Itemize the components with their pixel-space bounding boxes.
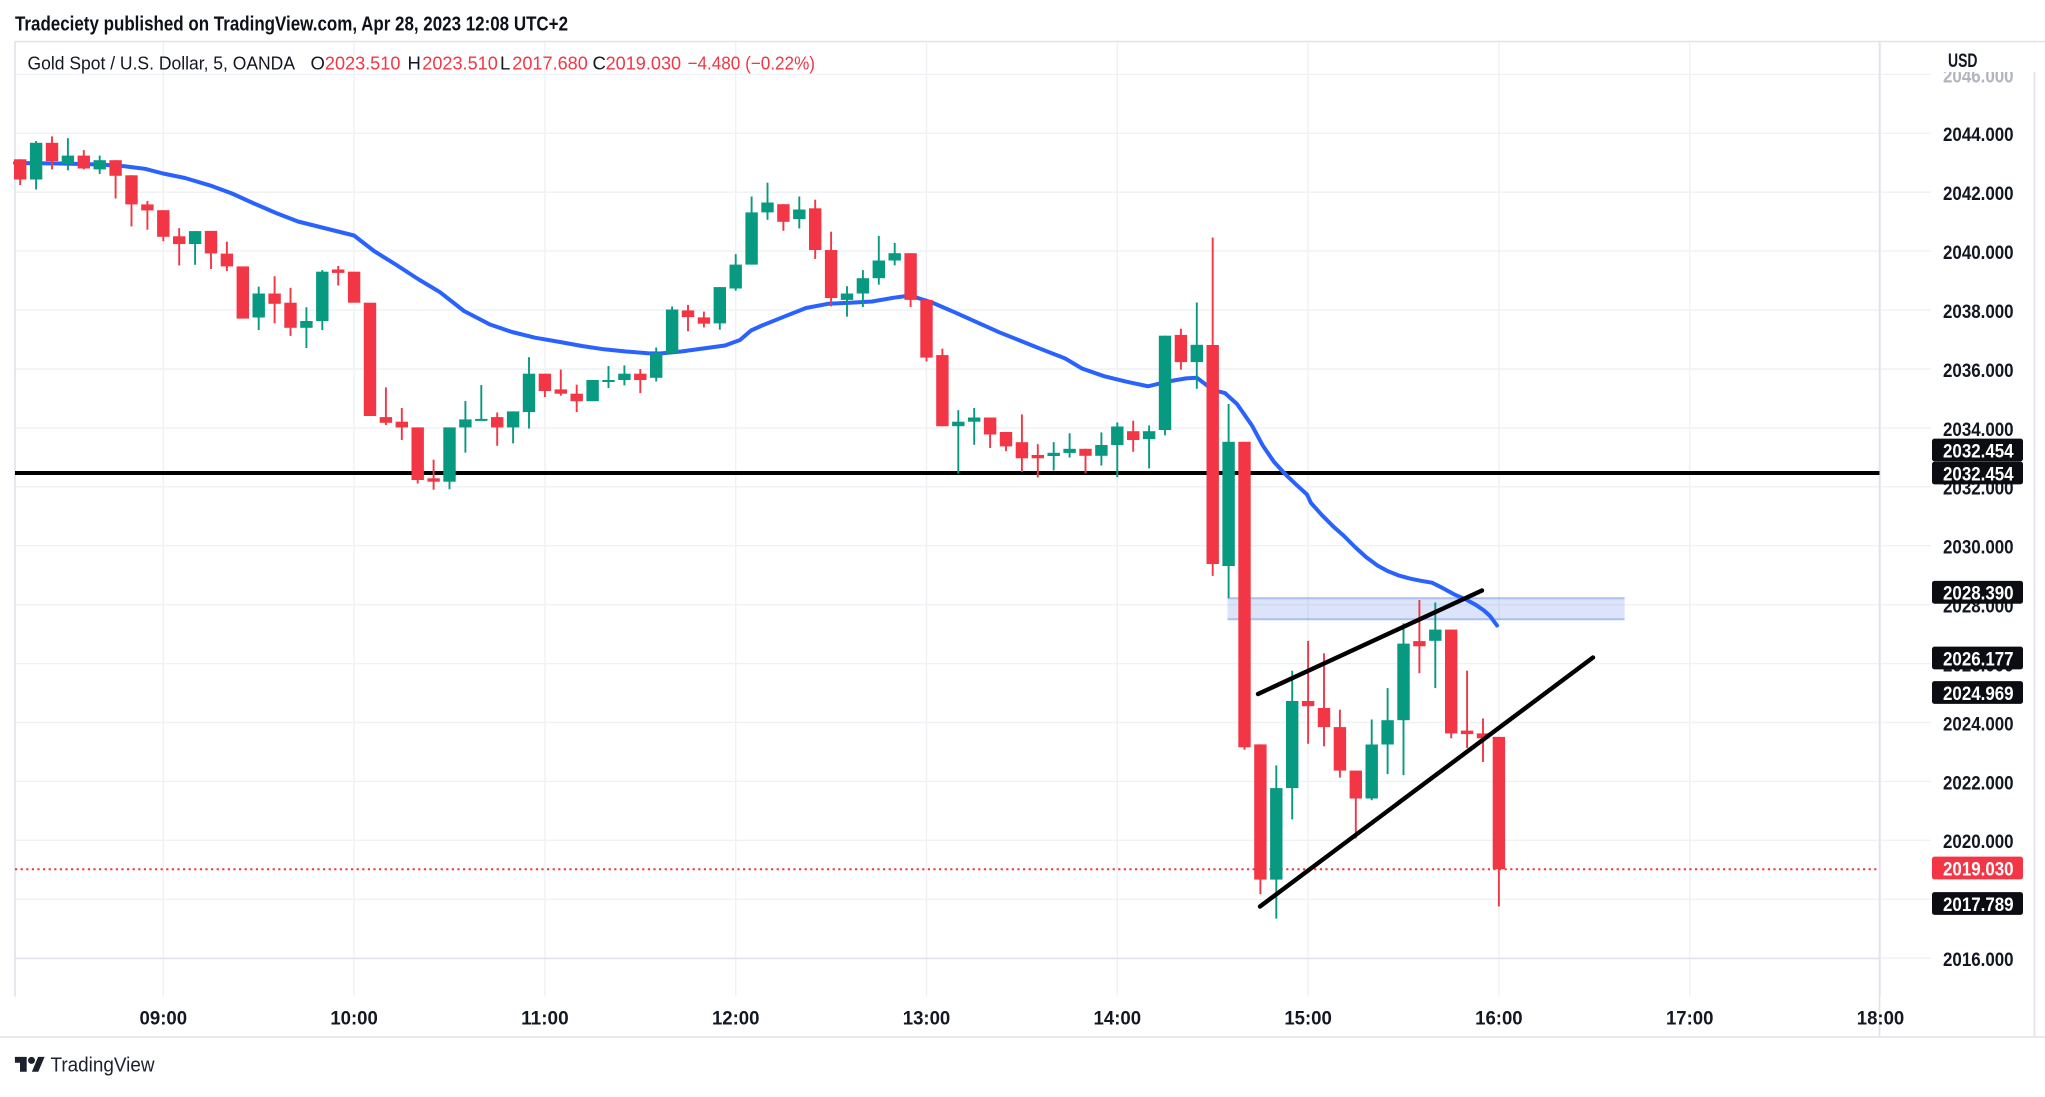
- svg-text:Gold Spot / U.S. Dollar, 5, OA: Gold Spot / U.S. Dollar, 5, OANDA: [28, 52, 296, 73]
- svg-text:2017.789: 2017.789: [1943, 894, 2014, 916]
- svg-text:2044.000: 2044.000: [1943, 124, 2014, 146]
- svg-text:2022.000: 2022.000: [1943, 772, 2014, 794]
- svg-text:2023.510: 2023.510: [422, 52, 498, 73]
- svg-text:TradingView: TradingView: [51, 1054, 155, 1077]
- svg-text:2024.969: 2024.969: [1943, 683, 2014, 705]
- svg-text:09:00: 09:00: [140, 1008, 188, 1030]
- svg-text:14:00: 14:00: [1094, 1008, 1142, 1030]
- svg-text:16:00: 16:00: [1475, 1008, 1523, 1030]
- svg-text:2017.680: 2017.680: [512, 52, 588, 73]
- svg-text:11:00: 11:00: [521, 1008, 569, 1030]
- svg-text:2023.510: 2023.510: [325, 52, 401, 73]
- svg-text:13:00: 13:00: [903, 1008, 951, 1030]
- svg-text:2024.000: 2024.000: [1943, 713, 2014, 735]
- svg-text:2020.000: 2020.000: [1943, 831, 2014, 853]
- svg-text:17:00: 17:00: [1666, 1008, 1714, 1030]
- svg-text:2036.000: 2036.000: [1943, 360, 2014, 382]
- svg-text:2030.000: 2030.000: [1943, 537, 2014, 559]
- svg-text:−4.480 (−0.22%): −4.480 (−0.22%): [688, 52, 816, 73]
- svg-text:15:00: 15:00: [1284, 1008, 1332, 1030]
- svg-text:2032.454: 2032.454: [1943, 440, 2014, 462]
- svg-text:L: L: [500, 52, 510, 73]
- svg-text:2019.030: 2019.030: [606, 52, 682, 73]
- svg-text:USD: USD: [1948, 50, 1978, 72]
- svg-text:18:00: 18:00: [1857, 1008, 1905, 1030]
- svg-text:O: O: [311, 52, 325, 73]
- svg-text:2040.000: 2040.000: [1943, 242, 2014, 264]
- svg-text:2016.000: 2016.000: [1943, 949, 2014, 971]
- svg-text:2028.390: 2028.390: [1943, 583, 2014, 605]
- svg-text:2032.454: 2032.454: [1943, 463, 2014, 485]
- svg-text:10:00: 10:00: [330, 1008, 378, 1030]
- svg-text:12:00: 12:00: [712, 1008, 760, 1030]
- svg-text:H: H: [408, 52, 421, 73]
- svg-text:2019.030: 2019.030: [1943, 858, 2014, 880]
- svg-text:2038.000: 2038.000: [1943, 301, 2014, 323]
- svg-text:2026.177: 2026.177: [1943, 648, 2014, 670]
- svg-text:2042.000: 2042.000: [1943, 183, 2014, 205]
- svg-text:2034.000: 2034.000: [1943, 419, 2014, 441]
- svg-text:C: C: [593, 52, 606, 73]
- svg-text:Tradeciety published on Tradin: Tradeciety published on TradingView.com,…: [15, 14, 568, 36]
